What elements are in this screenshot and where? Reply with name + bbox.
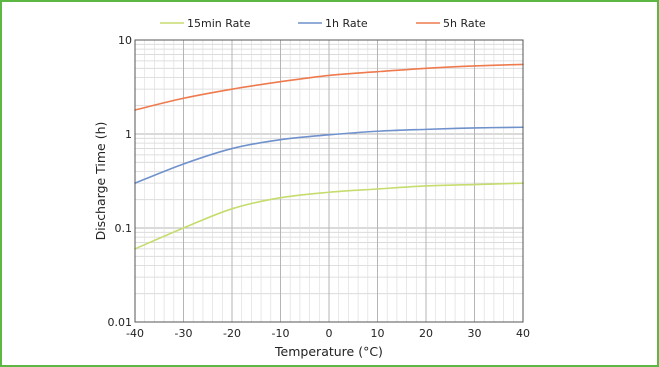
- x-tick-label: 40: [516, 327, 530, 340]
- x-tick-label: -10: [272, 327, 290, 340]
- x-tick-label: 20: [419, 327, 433, 340]
- y-tick-label: 0.1: [115, 222, 133, 235]
- y-tick-label: 1: [125, 128, 132, 141]
- plot-border: [134, 39, 524, 323]
- series-line-1h-rate: [134, 126, 524, 184]
- y-tick-label: 10: [118, 34, 132, 47]
- x-tick-label: 30: [468, 327, 482, 340]
- series-line-5h-rate: [134, 63, 524, 111]
- legend-label-1h-rate: 1h Rate: [325, 17, 368, 30]
- axes: -40 -30 -20 -10 0 10 20 30 40 0.01 0.1 1 10: [108, 34, 531, 340]
- x-tick-label: -40: [126, 327, 144, 340]
- grid-lines: [134, 40, 524, 323]
- x-tick-label: -20: [223, 327, 241, 340]
- y-axis-title: Discharge Time (h): [93, 122, 108, 241]
- series-line-15min-rate: [134, 182, 524, 250]
- legend-label-15min-rate: 15min Rate: [187, 17, 251, 30]
- x-tick-label: 0: [326, 327, 333, 340]
- x-axis-title: Temperature (°C): [274, 344, 383, 359]
- x-tick-label: 10: [371, 327, 385, 340]
- x-tick-label: -30: [175, 327, 193, 340]
- y-tick-label: 0.01: [108, 316, 133, 329]
- legend: 15min Rate 1h Rate 5h Rate: [160, 17, 486, 30]
- series-lines: [134, 63, 524, 250]
- legend-label-5h-rate: 5h Rate: [443, 17, 486, 30]
